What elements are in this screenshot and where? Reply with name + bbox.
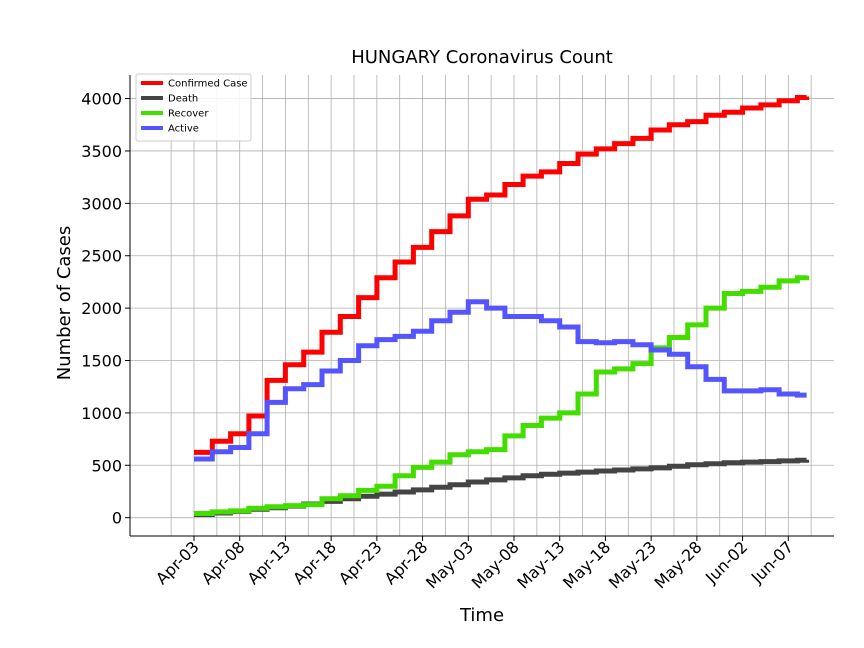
y-tick-label: 3500 (81, 142, 122, 161)
axes-layer (125, 75, 834, 541)
x-tick-label: Jun-07 (747, 537, 797, 587)
y-tick-label: 1000 (81, 404, 122, 423)
series-line-recover (194, 275, 810, 516)
x-tick-label: Apr-18 (289, 537, 340, 588)
series-line-confirmed-case (194, 95, 810, 455)
x-tick-label: May-18 (559, 537, 614, 592)
series-line-active (194, 299, 807, 462)
grid-layer (130, 75, 834, 536)
x-tick-label: May-28 (651, 537, 706, 592)
x-tick-label: Jun-02 (701, 537, 751, 587)
x-tick-label: May-08 (468, 537, 523, 592)
legend: Confirmed Case Death Recover Active (135, 73, 252, 142)
x-tick-label: Apr-08 (198, 537, 249, 588)
x-tick-label: May-23 (605, 537, 660, 592)
x-tick-label: Apr-13 (243, 537, 294, 588)
series-layer (194, 95, 810, 517)
x-tick-label: Apr-23 (335, 537, 386, 588)
legend-label-active: Active (168, 124, 199, 135)
legend-label-death: Death (168, 94, 198, 105)
x-tick-label: May-03 (422, 537, 477, 592)
y-tick-label: 4000 (81, 90, 122, 109)
y-tick-label: 1500 (81, 352, 122, 371)
y-tick-label: 2500 (81, 247, 122, 266)
x-axis-title: Time (459, 605, 504, 626)
x-tick-label: Apr-03 (152, 537, 203, 588)
x-tick-label: May-13 (513, 537, 568, 592)
y-tick-label: 0 (112, 509, 122, 528)
y-tick-label: 2000 (81, 299, 122, 318)
chart-title: HUNGARY Coronavirus Count (351, 47, 613, 68)
y-axis-title: Number of Cases (54, 226, 75, 381)
legend-box (135, 73, 252, 142)
y-tick-labels: 0 500 1000 1500 2000 2500 3000 3500 4000 (81, 90, 122, 528)
y-tick-label: 3000 (81, 194, 122, 213)
legend-label-recover: Recover (168, 109, 209, 120)
y-tick-label: 500 (91, 456, 122, 475)
legend-label-confirmed-case: Confirmed Case (168, 79, 248, 90)
x-tick-labels: Apr-03Apr-08Apr-13Apr-18Apr-23Apr-28May-… (152, 537, 797, 592)
